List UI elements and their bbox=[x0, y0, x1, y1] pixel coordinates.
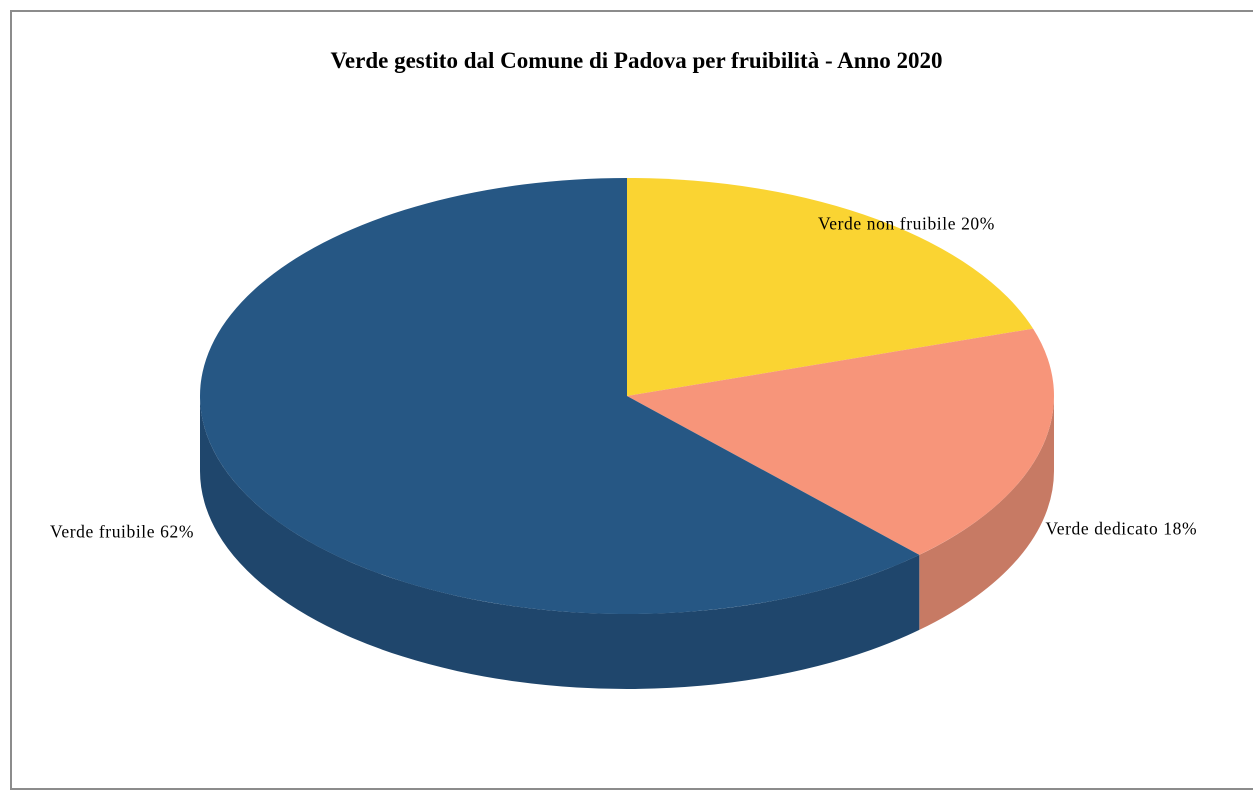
pie-slice-verde-non-fruibile bbox=[627, 178, 1034, 396]
chart-title: Verde gestito dal Comune di Padova per f… bbox=[330, 48, 943, 73]
pie-tops bbox=[199, 178, 1054, 614]
pie-slice-verde-fruibile bbox=[199, 178, 920, 614]
slice-label-verde-fruibile: Verde fruibile 62% bbox=[50, 522, 194, 542]
slice-label-verde-dedicato: Verde dedicato 18% bbox=[1045, 519, 1197, 539]
pie-side-verde-dedicato bbox=[919, 396, 1054, 630]
pie-slice-verde-dedicato bbox=[627, 328, 1054, 555]
pie-labels: Verde non fruibile 20% Verde dedicato 18%… bbox=[50, 214, 1197, 542]
pie-sides bbox=[200, 396, 1054, 689]
pie-side-verde-fruibile bbox=[200, 396, 920, 689]
slice-label-verde-non-fruibile: Verde non fruibile 20% bbox=[818, 214, 995, 234]
pie-chart: Verde non fruibile 20% Verde dedicato 18%… bbox=[50, 178, 1197, 689]
